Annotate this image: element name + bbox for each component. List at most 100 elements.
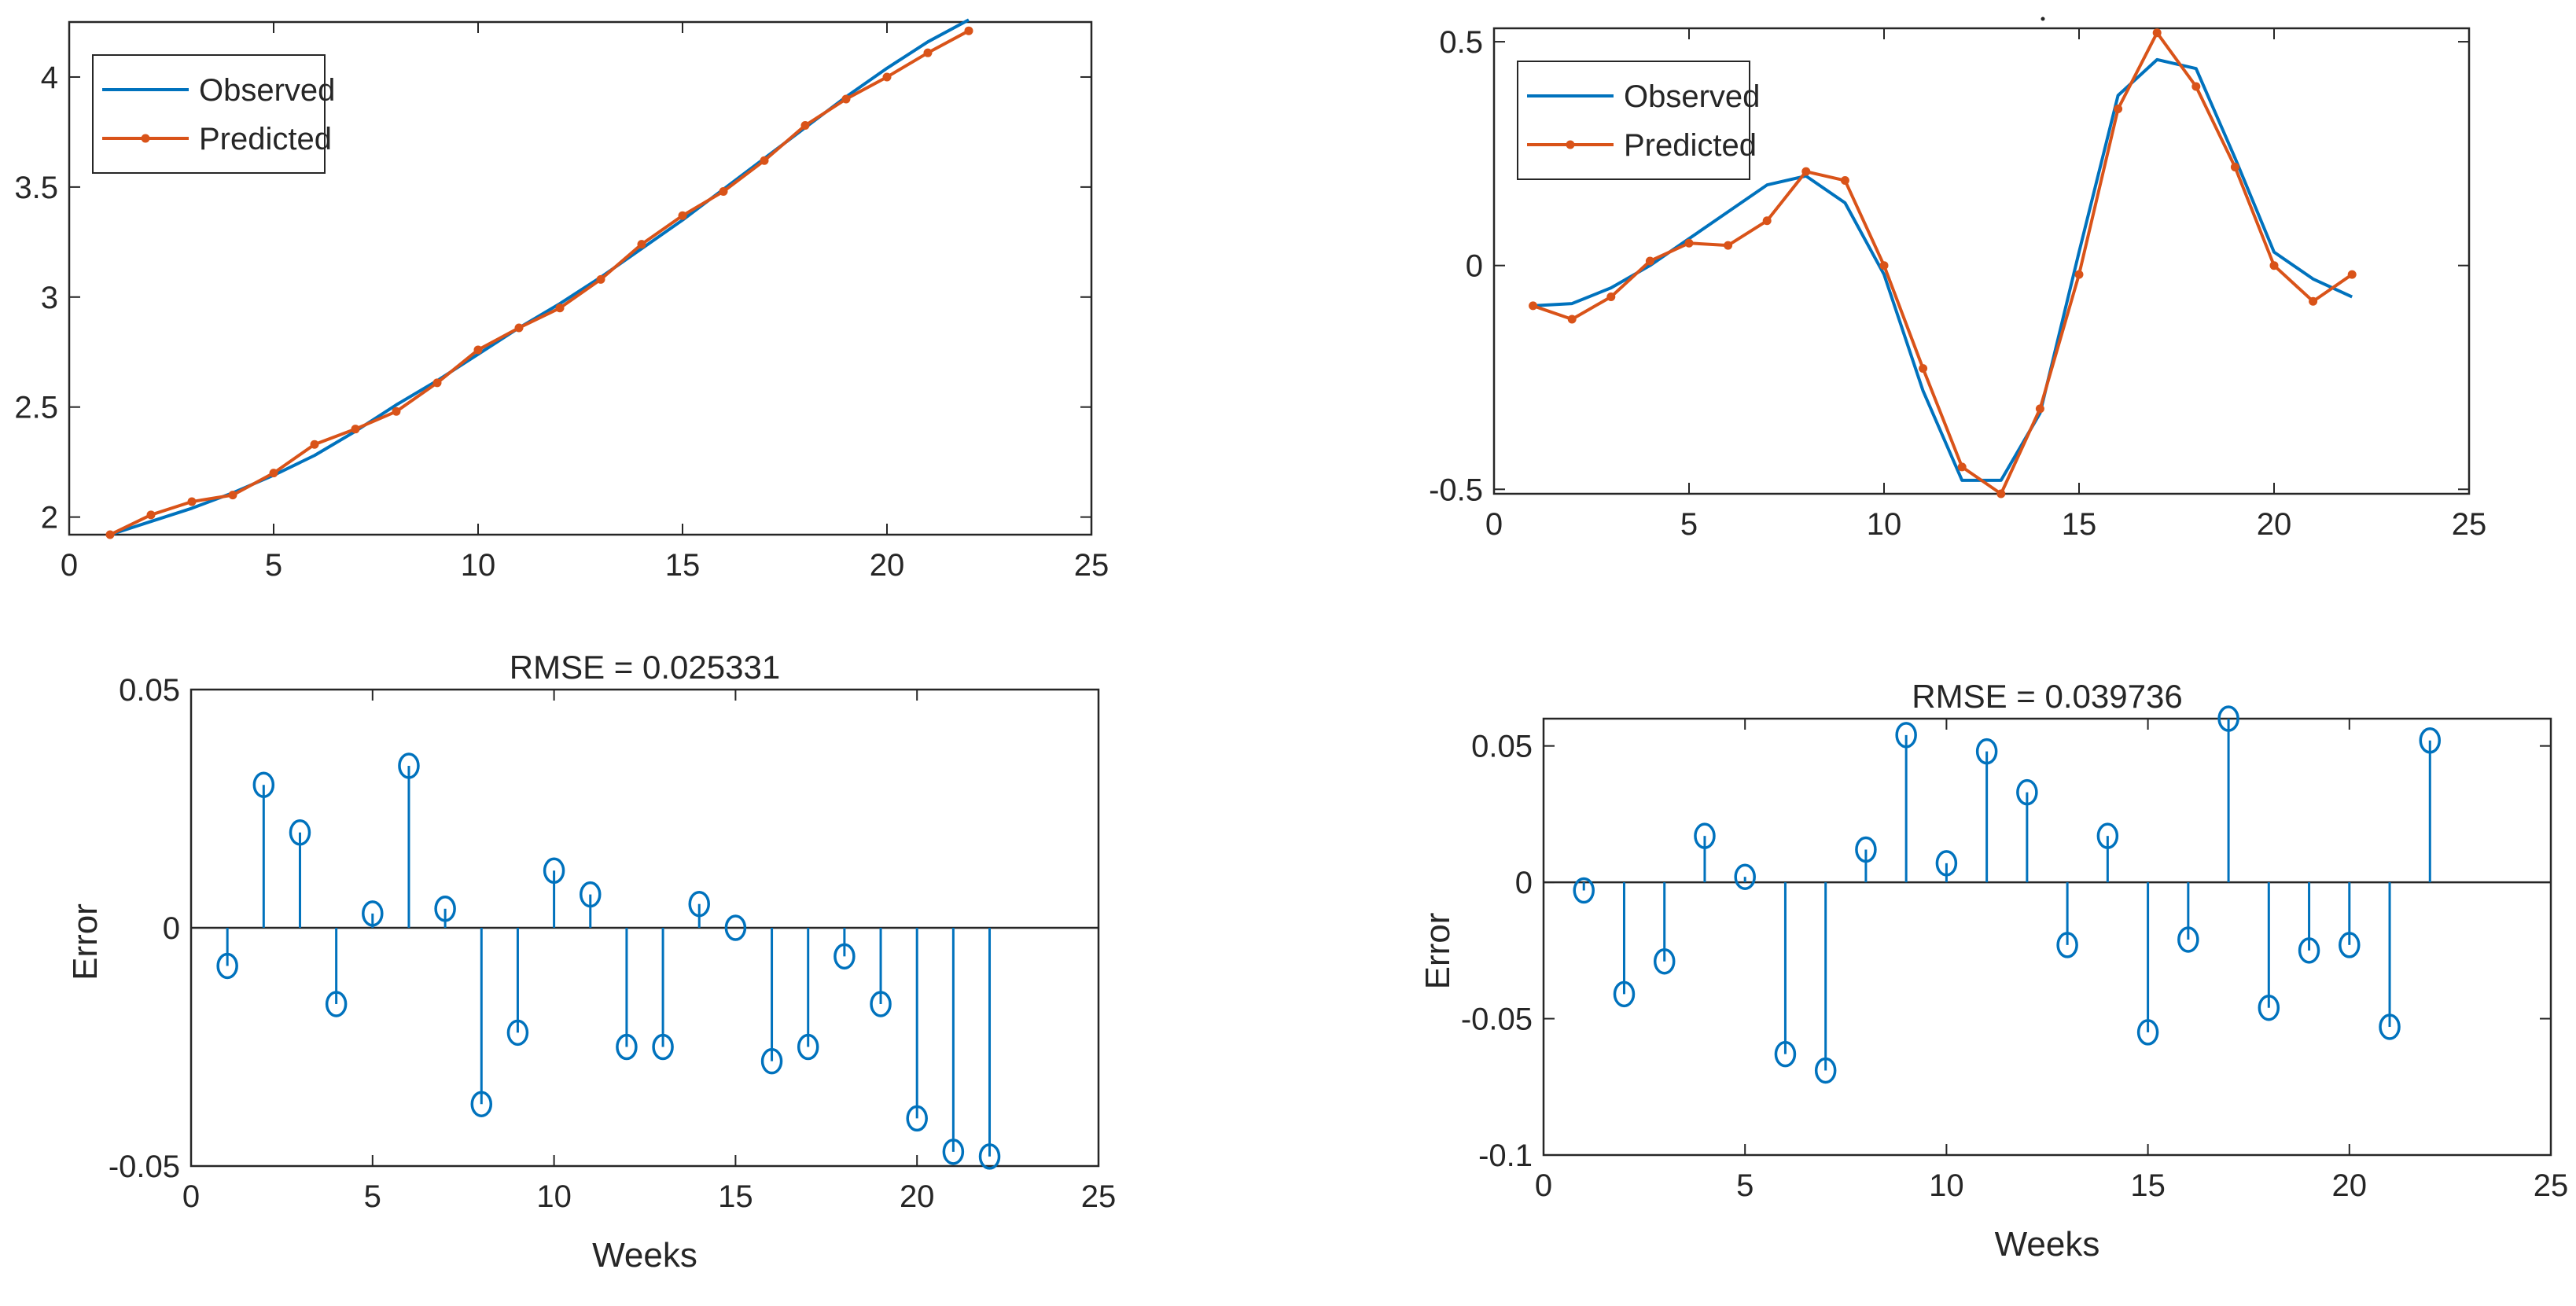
x-tick-label: 25 <box>2452 507 2487 542</box>
stem-marker <box>1613 980 1636 1008</box>
data-point <box>2152 28 2162 38</box>
stem-marker <box>1895 722 1917 749</box>
y-axis-label: Error <box>66 903 105 980</box>
stem-marker <box>2177 926 2199 953</box>
data-point <box>228 491 237 500</box>
legend-label-predicted: Predicted <box>1624 128 1757 163</box>
data-point <box>2114 104 2123 113</box>
y-tick-label: 0 <box>163 911 180 946</box>
stem-marker <box>1774 1040 1797 1068</box>
data-point <box>351 425 360 434</box>
legend-marker <box>1566 140 1575 149</box>
y-tick-label: -0.05 <box>1461 1002 1533 1037</box>
data-point <box>923 48 933 57</box>
data-point <box>1919 364 1928 373</box>
x-tick-label: 20 <box>900 1179 935 1214</box>
x-tick-label: 0 <box>1535 1168 1552 1203</box>
y-tick-label: -0.05 <box>109 1150 180 1184</box>
data-point <box>432 378 442 388</box>
x-tick-label: 10 <box>536 1179 572 1214</box>
y-tick-label: -0.5 <box>1429 473 1483 507</box>
legend-marker <box>141 134 150 143</box>
data-point <box>1762 216 1772 226</box>
stem-marker <box>506 1019 529 1047</box>
stem-marker <box>2298 937 2320 964</box>
x-tick-label: 0 <box>182 1179 200 1214</box>
stem-marker <box>724 914 747 941</box>
legend-label-observed: Observed <box>199 73 335 108</box>
stem-marker <box>398 752 420 779</box>
y-tick-label: -0.1 <box>1478 1139 1533 1173</box>
data-point <box>1801 167 1811 176</box>
x-tick-label: 10 <box>461 548 496 583</box>
legend-box <box>1517 61 1750 180</box>
chart-top-left: 0 5 10 15 20 25 2 2.5 3 3.5 4 Observed Predicted <box>14 18 1109 583</box>
data-point <box>269 469 278 478</box>
stem-marker <box>216 952 238 980</box>
series-line-predicted <box>109 29 970 536</box>
stem-marker <box>252 771 275 798</box>
y-tick-label: 0.5 <box>1439 25 1483 60</box>
x-tick-label: 25 <box>2534 1168 2569 1203</box>
x-axis-label: Weeks <box>1995 1225 2100 1264</box>
x-tick-label: 0 <box>61 548 78 583</box>
stem-marker <box>2419 727 2442 754</box>
stem-marker <box>616 1033 638 1061</box>
y-tick-label: 3.5 <box>14 171 58 205</box>
x-tick-label: 15 <box>718 1179 753 1214</box>
stem-marker <box>2136 1019 2159 1046</box>
stem-marker <box>652 1033 674 1061</box>
data-point <box>2230 162 2239 171</box>
plot-area-frame <box>1492 27 2471 495</box>
stem-marker <box>1855 836 1877 863</box>
data-point <box>678 211 687 220</box>
data-point <box>105 530 115 539</box>
stem-marker <box>1573 877 1595 904</box>
plot-area-frame <box>1542 717 2552 1157</box>
legend-label-observed: Observed <box>1624 79 1760 114</box>
x-tick-label: 15 <box>2062 507 2097 542</box>
data-point <box>637 240 646 249</box>
y-axis-label: Error <box>1419 913 1457 990</box>
data-point <box>1606 292 1616 302</box>
y-tick-label: 4 <box>41 61 58 95</box>
data-point <box>310 440 319 449</box>
data-point <box>719 186 728 196</box>
stem-marker <box>1814 1057 1837 1084</box>
data-point <box>1567 315 1577 324</box>
data-point <box>2035 404 2044 414</box>
x-tick-label: 10 <box>1929 1168 1964 1203</box>
x-tick-label: 5 <box>265 548 282 583</box>
stem-marker <box>289 819 311 846</box>
x-tick-label: 15 <box>665 548 701 583</box>
x-tick-label: 25 <box>1081 1179 1117 1214</box>
chart-bottom-right: 0 5 10 15 20 25 -0.1 -0.05 0 0.05 RMSE = 0.039736 W… <box>1419 678 2568 1264</box>
data-point <box>596 274 605 284</box>
stem-marker <box>543 857 565 885</box>
stem-marker <box>1975 738 1998 765</box>
legend-box <box>92 54 326 174</box>
y-tick-label: 0.05 <box>1471 730 1533 764</box>
stem-marker <box>2217 705 2239 732</box>
stem-marker <box>688 890 710 918</box>
stem-marker <box>906 1105 928 1132</box>
data-point <box>2074 270 2084 279</box>
data-point <box>2347 270 2357 279</box>
stem-marker <box>870 991 892 1017</box>
legend: Observed Predicted <box>92 54 335 174</box>
stem-marker <box>1734 863 1756 890</box>
stem-marker <box>1694 822 1716 849</box>
x-tick-label: 5 <box>1736 1168 1754 1203</box>
chart-title: RMSE = 0.025331 <box>510 649 780 686</box>
x-axis-label: Weeks <box>592 1236 697 1275</box>
stem-marker <box>2379 1014 2401 1040</box>
data-point <box>555 304 565 313</box>
x-tick-label: 5 <box>364 1179 381 1214</box>
x-tick-label: 5 <box>1680 507 1698 542</box>
stem-marker <box>797 1033 819 1061</box>
data-point <box>1684 238 1694 248</box>
data-point <box>514 323 524 333</box>
data-point <box>800 121 810 131</box>
plot-area-frame <box>68 20 1093 536</box>
